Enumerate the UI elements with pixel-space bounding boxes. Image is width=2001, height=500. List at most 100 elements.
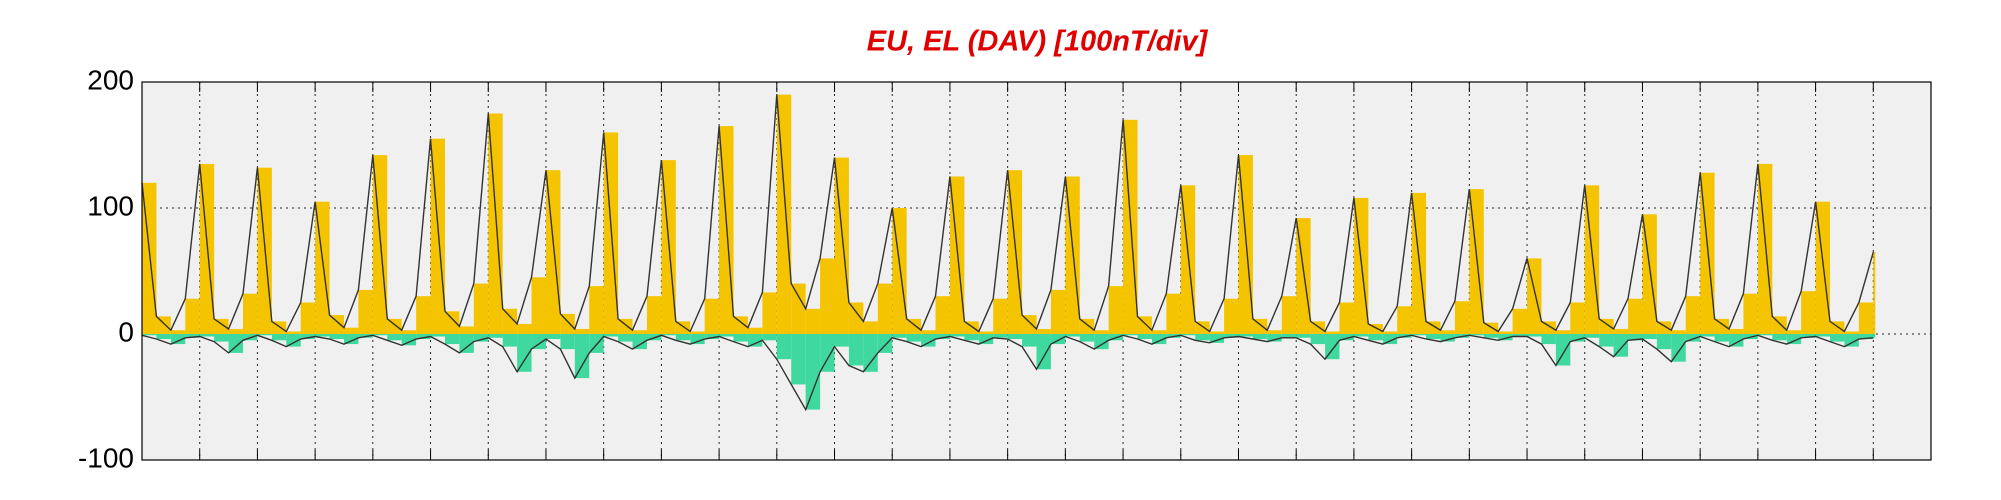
bar [1584, 334, 1600, 338]
bar [1714, 318, 1730, 334]
bar [1786, 334, 1802, 345]
bar [1757, 334, 1773, 336]
bar [1570, 334, 1585, 342]
series-line [141, 94, 1874, 333]
bar [1801, 334, 1816, 338]
bar [199, 334, 215, 337]
bar [1137, 334, 1152, 340]
bar [1281, 334, 1297, 338]
bar [1858, 334, 1874, 340]
bar [1368, 334, 1383, 341]
bar [1224, 298, 1239, 334]
bar [444, 311, 460, 334]
bar [906, 318, 922, 334]
bar [675, 334, 691, 341]
bar [762, 334, 777, 341]
bar [820, 258, 835, 334]
bar [1022, 315, 1037, 334]
bar [502, 308, 518, 334]
bar [300, 302, 316, 334]
bar [921, 330, 936, 334]
bar [1252, 334, 1268, 340]
bar [416, 296, 431, 334]
bar [502, 334, 518, 347]
bar [1267, 334, 1282, 342]
bar [935, 296, 950, 334]
bar [286, 334, 301, 347]
bar [1238, 334, 1253, 337]
bar [1382, 334, 1398, 345]
bar [1454, 301, 1470, 334]
y-tick-label: 0 [118, 316, 134, 347]
bar [719, 334, 734, 337]
bar [1094, 330, 1109, 334]
bar [271, 334, 287, 341]
bar [603, 334, 619, 337]
bar [877, 283, 893, 334]
bar [791, 334, 806, 385]
bar [1613, 334, 1629, 357]
bar [921, 334, 936, 347]
bar [416, 334, 431, 340]
plot-frame [141, 81, 1932, 461]
bar [1873, 334, 1876, 338]
bar [747, 334, 763, 347]
bar [170, 334, 186, 345]
bar [228, 328, 243, 334]
bar [949, 334, 965, 337]
bar [257, 334, 272, 336]
bar [1281, 296, 1297, 334]
bar [632, 334, 647, 350]
bar [430, 334, 445, 337]
bar [560, 334, 575, 350]
bar [531, 334, 546, 350]
bar [1079, 318, 1095, 334]
bar [1195, 334, 1210, 341]
bar [863, 334, 878, 372]
bar [892, 334, 907, 338]
bar [1628, 334, 1643, 341]
y-tick-label: -100 [78, 442, 134, 473]
bar [1440, 330, 1455, 334]
bar [1801, 291, 1816, 334]
bar [1714, 334, 1730, 342]
bar [1180, 334, 1196, 336]
bar [848, 334, 864, 366]
bar [214, 334, 229, 342]
bar [1512, 308, 1528, 334]
plot-background [142, 82, 1931, 460]
bar [1050, 334, 1066, 345]
bar [935, 334, 950, 340]
bar [1628, 298, 1643, 334]
bar [156, 334, 171, 340]
bar [1656, 334, 1672, 350]
bar [1151, 334, 1167, 345]
bar [1397, 306, 1412, 334]
bar [315, 334, 330, 337]
bar [589, 286, 604, 334]
bar [1599, 318, 1614, 334]
bar [1036, 334, 1051, 370]
bar [805, 334, 821, 410]
bar [1224, 334, 1239, 338]
bar [1743, 293, 1758, 334]
bar [1209, 334, 1225, 343]
bar [242, 293, 258, 334]
bar [1873, 252, 1876, 334]
bar [545, 334, 561, 340]
bar [228, 334, 243, 353]
bar [1844, 334, 1859, 347]
bar [286, 331, 301, 334]
bar [401, 334, 417, 346]
bar [1729, 334, 1744, 347]
bar [1599, 334, 1614, 347]
bar [531, 277, 546, 334]
bar [1094, 334, 1109, 350]
bar [1382, 331, 1398, 334]
bar [560, 313, 575, 334]
bar [776, 334, 792, 360]
bar [791, 283, 806, 334]
bar [1498, 331, 1513, 334]
bar [459, 334, 474, 353]
